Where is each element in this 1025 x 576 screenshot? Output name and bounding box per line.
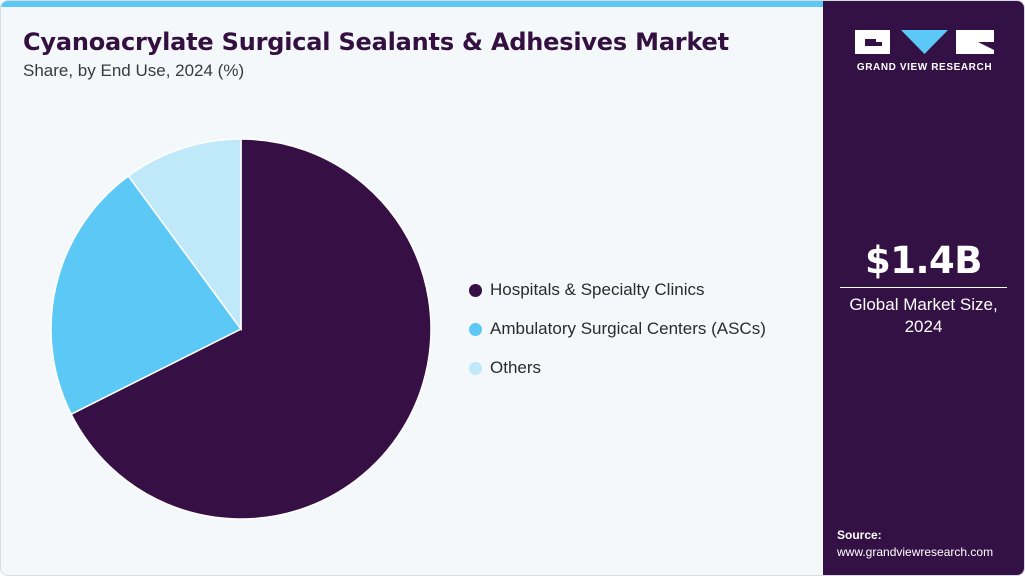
legend-label: Hospitals & Specialty Clinics bbox=[490, 280, 705, 299]
pie-chart bbox=[50, 138, 432, 520]
chart-title: Cyanoacrylate Surgical Sealants & Adhesi… bbox=[23, 28, 729, 56]
market-size-value: $1.4B bbox=[865, 239, 983, 282]
legend-item: Others bbox=[469, 357, 766, 379]
gvr-logo: GRAND VIEW RESEARCH bbox=[852, 28, 997, 76]
legend-swatch bbox=[469, 283, 482, 297]
source-url[interactable]: www.grandviewresearch.com bbox=[837, 545, 994, 559]
legend-item: Hospitals & Specialty Clinics bbox=[469, 279, 766, 301]
divider bbox=[840, 287, 1007, 288]
market-size-label: Global Market Size, 2024 bbox=[823, 294, 1024, 338]
chart-subtitle: Share, by End Use, 2024 (%) bbox=[23, 61, 245, 80]
market-size-label-line1: Global Market Size, bbox=[849, 295, 998, 314]
sidebar-panel: GRAND VIEW RESEARCH $1.4B Global Market … bbox=[823, 1, 1024, 575]
market-size-label-line2: 2024 bbox=[904, 317, 943, 336]
chart-legend: Hospitals & Specialty Clinics Ambulatory … bbox=[469, 279, 766, 396]
legend-item: Ambulatory Surgical Centers (ASCs) bbox=[469, 318, 766, 340]
top-accent-bar bbox=[1, 1, 823, 7]
source-note: Source: www.grandviewresearch.com bbox=[837, 527, 993, 561]
legend-label: Ambulatory Surgical Centers (ASCs) bbox=[490, 319, 766, 338]
legend-swatch bbox=[469, 322, 482, 336]
legend-swatch bbox=[469, 361, 482, 375]
source-label: Source: bbox=[837, 528, 882, 542]
gvr-logo-icon bbox=[855, 30, 994, 54]
pie-slice-3 bbox=[127, 138, 242, 332]
pie-slice-2 bbox=[50, 174, 243, 416]
brand-name: GRAND VIEW RESEARCH bbox=[856, 62, 993, 73]
legend-label: Others bbox=[490, 358, 542, 377]
pie-slice-1 bbox=[70, 138, 432, 520]
